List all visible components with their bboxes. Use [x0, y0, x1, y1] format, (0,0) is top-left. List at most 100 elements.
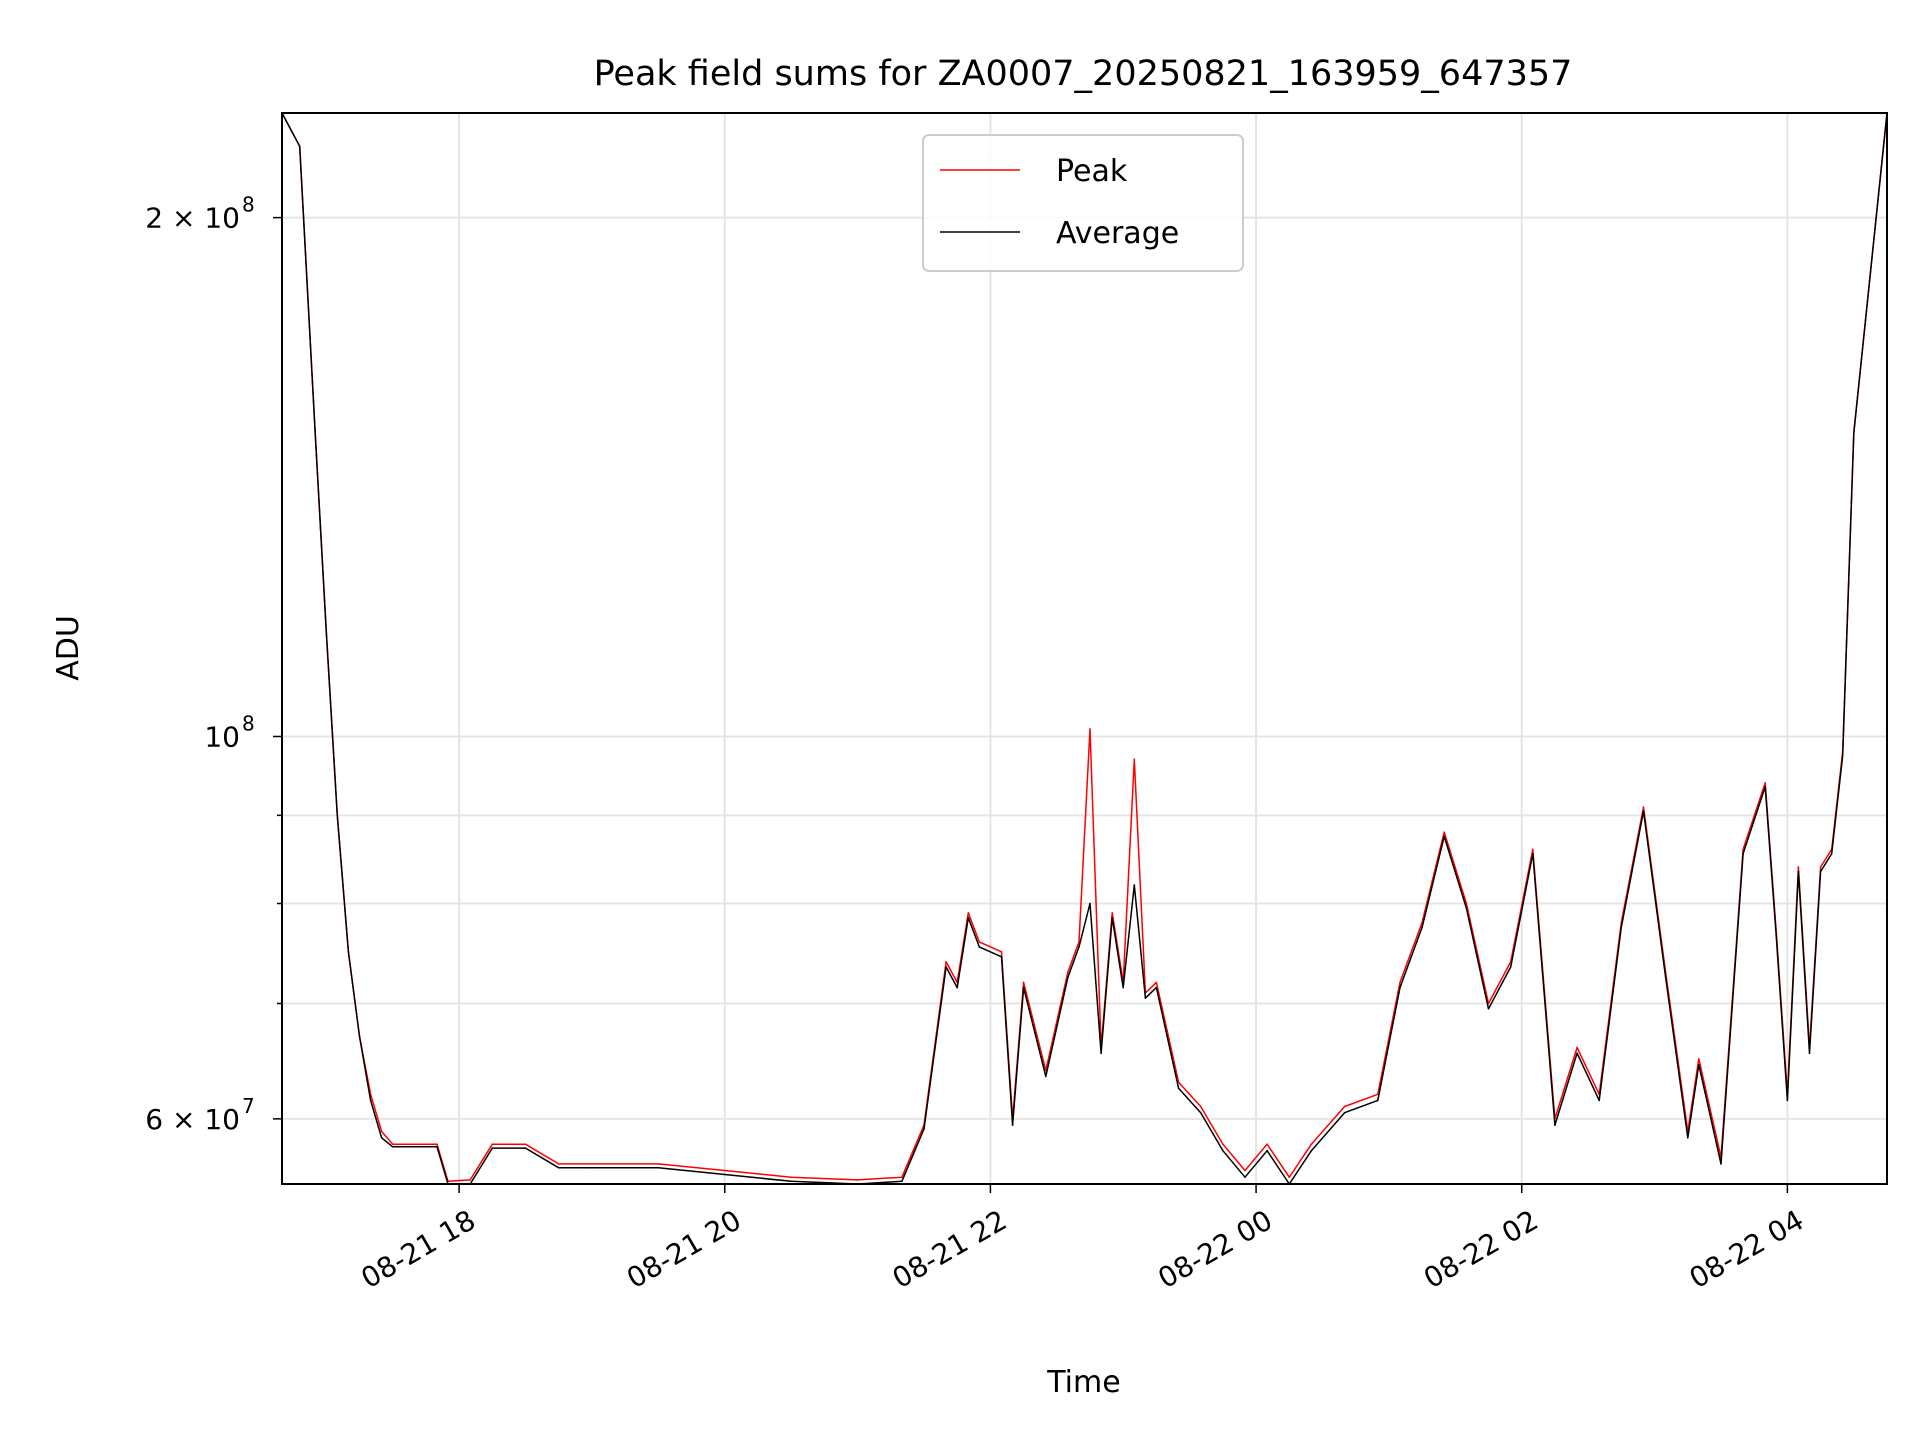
data-point-average: [1576, 1052, 1578, 1054]
data-point-average: [336, 814, 339, 817]
data-point-peak: [1576, 1046, 1578, 1049]
data-point-peak: [1089, 728, 1091, 730]
data-point-average: [325, 631, 328, 633]
data-point-average: [1377, 1099, 1379, 1102]
data-point-average: [1554, 1124, 1556, 1126]
data-point-average: [978, 946, 981, 948]
data-point-peak: [1022, 981, 1025, 984]
data-point-average: [1443, 835, 1445, 838]
data-point-average: [1310, 1149, 1313, 1152]
x-tick-label: 08-21 22: [887, 1203, 1013, 1295]
data-point-average: [1764, 786, 1766, 788]
data-point-average: [347, 951, 350, 953]
data-point-average: [1742, 852, 1744, 855]
data-point-peak: [469, 1179, 472, 1181]
y-tick-label-exponent: 7: [242, 1094, 255, 1118]
data-point-average: [657, 1167, 660, 1169]
series-line-average: [282, 113, 1887, 1184]
data-point-average: [901, 1180, 903, 1183]
x-tick-label: 08-21 18: [355, 1203, 481, 1295]
y-tick-label: 6 × 10: [145, 1103, 240, 1136]
data-point-average: [1399, 986, 1401, 989]
x-axis-label: Time: [1046, 1365, 1120, 1400]
plot-frame: [281, 112, 1888, 1185]
x-tick-label: 08-22 04: [1684, 1203, 1810, 1295]
data-point-average: [436, 1146, 438, 1148]
data-point-average: [591, 1167, 593, 1169]
data-point-peak: [491, 1143, 494, 1145]
data-point-average: [1100, 1052, 1102, 1054]
data-point-average: [1266, 1149, 1268, 1152]
legend-label-average: Average: [1056, 216, 1179, 251]
data-point-average: [298, 145, 301, 148]
data-point-average: [1144, 997, 1147, 999]
data-point-peak: [557, 1163, 560, 1165]
data-point-average: [1853, 432, 1855, 434]
data-point-average: [1078, 946, 1080, 948]
data-point-average: [724, 1173, 726, 1176]
data-point-average: [1177, 1087, 1180, 1090]
data-point-peak: [1698, 1058, 1700, 1060]
data-point-average: [1532, 852, 1534, 855]
data-point-average: [923, 1128, 925, 1130]
data-point-average: [1133, 884, 1136, 886]
data-point-average: [557, 1167, 560, 1169]
data-point-average: [380, 1137, 383, 1139]
data-point-average: [1067, 976, 1069, 978]
data-point-average: [358, 1035, 361, 1038]
data-point-average: [1797, 870, 1800, 873]
data-point-average: [790, 1180, 792, 1183]
data-point-average: [1664, 976, 1667, 978]
data-point-peak: [967, 912, 970, 914]
data-point-average: [1642, 810, 1645, 812]
data-point-average: [391, 1146, 394, 1148]
x-tick-label: 08-22 00: [1152, 1203, 1278, 1295]
y-tick-label-exponent: 8: [242, 711, 255, 735]
data-point-peak: [657, 1163, 660, 1165]
data-point-peak: [1045, 1069, 1047, 1072]
series-lines: [281, 112, 1888, 1185]
data-point-average: [945, 966, 947, 968]
data-point-peak: [391, 1143, 394, 1145]
x-tick-label: 08-22 02: [1418, 1203, 1544, 1295]
data-point-average: [1720, 1163, 1722, 1165]
data-point-average: [1687, 1137, 1689, 1139]
data-point-average: [1421, 926, 1423, 929]
data-point-peak: [1133, 758, 1136, 761]
data-point-average: [1343, 1111, 1346, 1114]
data-point-average: [1244, 1176, 1246, 1178]
data-point-peak: [1742, 848, 1744, 851]
data-point-peak: [1764, 782, 1766, 784]
data-point-peak: [1532, 848, 1534, 851]
y-axis-label: ADU: [51, 615, 86, 681]
x-tick-label: 08-21 20: [621, 1203, 747, 1295]
data-point-average: [1222, 1149, 1224, 1152]
x-axis-ticks: 08-21 18 08-21 20 08-21 22 08-22 00 08-22 02…: [355, 1184, 1809, 1295]
data-point-average: [1199, 1111, 1202, 1114]
data-point-peak: [1642, 806, 1645, 808]
y-axis-ticks: 6 × 10 710 82 × 10 8: [145, 193, 282, 1136]
data-point-average: [1830, 852, 1833, 855]
data-point-average: [1022, 986, 1025, 989]
series-line-peak: [282, 113, 1887, 1183]
chart-title: Peak field sums for ZA0007_20250821_1639…: [594, 54, 1573, 94]
data-point-peak: [790, 1176, 792, 1178]
data-point-peak: [1343, 1105, 1346, 1108]
data-point-average: [1775, 936, 1778, 938]
data-point-peak: [945, 961, 947, 963]
data-point-average: [1598, 1099, 1600, 1102]
data-point-average: [1841, 754, 1844, 757]
legend: Peak Average: [922, 134, 1244, 272]
data-point-peak: [1443, 831, 1445, 833]
data-point-average: [1819, 870, 1822, 873]
data-point-average: [1487, 1008, 1490, 1010]
data-point-average: [1045, 1075, 1047, 1078]
data-point-average: [491, 1147, 494, 1149]
data-point-average: [524, 1147, 527, 1149]
grid-lines: [282, 113, 1887, 1184]
data-point-average: [1000, 956, 1003, 958]
data-point-peak: [1465, 902, 1468, 905]
data-point-peak: [436, 1143, 438, 1145]
data-point-peak: [978, 941, 981, 943]
